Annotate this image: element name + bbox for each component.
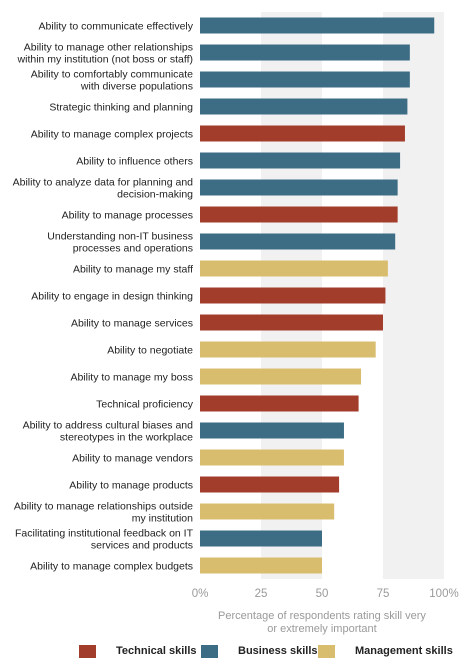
- category-label-line: Ability to communicate effectively: [39, 21, 194, 33]
- bar: [200, 125, 405, 142]
- category-label-line: Ability to analyze data for planning and: [13, 177, 194, 189]
- category-label: Ability to address cultural biases and st…: [23, 420, 194, 444]
- bar: [200, 71, 410, 88]
- category-label-line: Ability to engage in design thinking: [31, 291, 193, 303]
- category-label-line: Strategic thinking and planning: [49, 102, 193, 114]
- bar: [200, 152, 401, 169]
- category-label: Ability to comfortably communicate with d…: [31, 69, 193, 93]
- category-label-line: my institution: [132, 513, 193, 525]
- legend-label-business: Business skills: [238, 645, 318, 657]
- category-label-line: Ability to manage products: [69, 480, 193, 492]
- legend-item-management: Management skills: [318, 641, 453, 661]
- category-label-line: Ability to manage complex projects: [31, 129, 193, 141]
- bar: [200, 260, 388, 277]
- category-label-line: decision-making: [117, 189, 193, 201]
- category-label-line: Ability to manage my staff: [73, 264, 193, 276]
- grid-band: [383, 12, 444, 579]
- category-label: Ability to negotiate: [107, 345, 193, 357]
- category-label: Ability to manage my staff: [73, 264, 193, 276]
- category-label: Technical proficiency: [96, 399, 194, 411]
- bar: [200, 179, 398, 196]
- bar: [200, 44, 410, 61]
- category-label: Ability to manage vendors: [72, 453, 193, 465]
- legend-item-technical: Technical skills: [79, 641, 197, 661]
- bar: [200, 422, 344, 439]
- bar: [200, 206, 398, 223]
- category-label-line: Ability to manage vendors: [72, 453, 193, 465]
- bar: [200, 368, 362, 385]
- category-label-line: Ability to comfortably communicate: [31, 69, 193, 81]
- x-tick-label: 0%: [192, 588, 209, 600]
- category-label-line: Ability to influence others: [76, 156, 193, 168]
- bar: [200, 449, 344, 466]
- x-axis-title-line: or extremely important: [267, 623, 376, 635]
- legend: Technical skills Business skills Managem…: [0, 641, 474, 661]
- category-label-line: services and products: [91, 540, 193, 552]
- category-label: Strategic thinking and planning: [49, 102, 193, 114]
- category-label: Ability to influence others: [76, 156, 193, 168]
- legend-swatch-business: [201, 644, 218, 658]
- legend-label-technical: Technical skills: [116, 645, 197, 657]
- legend-swatch-technical: [79, 644, 96, 658]
- category-label: Ability to analyze data for planning and…: [13, 177, 194, 201]
- category-label-line: Ability to manage complex budgets: [30, 561, 193, 573]
- category-label: Ability to communicate effectively: [39, 21, 194, 33]
- category-label: Ability to manage complex budgets: [30, 561, 193, 573]
- category-label: Facilitating institutional feedback on I…: [15, 528, 194, 552]
- category-label-line: Ability to address cultural biases and: [23, 420, 194, 432]
- bar: [200, 314, 383, 331]
- bar: [200, 98, 408, 115]
- bar: [200, 287, 386, 304]
- category-label-line: Ability to manage other relationships: [24, 42, 193, 54]
- bar: [200, 476, 340, 493]
- bar-chart: Ability to communicate effectively Abilit…: [13, 12, 459, 635]
- category-label: Ability to manage services: [71, 318, 193, 330]
- category-label-line: Understanding non-IT business: [47, 231, 193, 243]
- category-label-line: Ability to manage my boss: [70, 372, 193, 384]
- x-tick-label: 75: [377, 588, 390, 600]
- category-label-line: with diverse populations: [80, 81, 193, 93]
- x-tick-label: 25: [255, 588, 268, 600]
- category-label-line: processes and operations: [73, 243, 193, 255]
- bar: [200, 503, 335, 520]
- bar: [200, 395, 359, 412]
- category-label: Understanding non-IT business processes a…: [47, 231, 193, 255]
- category-label-line: Facilitating institutional feedback on I…: [15, 528, 194, 540]
- category-label-line: Ability to manage relationships outside: [14, 501, 193, 513]
- category-label-line: within my institution (not boss or staff…: [17, 54, 193, 66]
- x-axis-title-line: Percentage of respondents rating skill v…: [218, 610, 426, 622]
- bar: [200, 557, 322, 574]
- bar: [200, 233, 396, 250]
- category-label-line: Ability to manage processes: [62, 210, 193, 222]
- category-label: Ability to engage in design thinking: [31, 291, 193, 303]
- bar: [200, 530, 322, 547]
- legend-swatch-management: [318, 644, 335, 658]
- bar: [200, 341, 376, 358]
- category-label-line: Ability to negotiate: [107, 345, 193, 357]
- x-tick-label: 50: [316, 588, 329, 600]
- category-label-line: Ability to manage services: [71, 318, 193, 330]
- category-label: Ability to manage complex projects: [31, 129, 193, 141]
- category-label: Ability to manage relationships outside m…: [14, 501, 193, 525]
- legend-label-management: Management skills: [355, 645, 453, 657]
- category-label: Ability to manage processes: [62, 210, 193, 222]
- category-label-line: Technical proficiency: [96, 399, 194, 411]
- category-label: Ability to manage other relationships wit…: [17, 42, 193, 66]
- bar: [200, 17, 435, 34]
- category-label-line: stereotypes in the workplace: [60, 432, 193, 444]
- legend-item-business: Business skills: [201, 641, 318, 661]
- x-axis-title: Percentage of respondents rating skill v…: [218, 610, 426, 635]
- category-label: Ability to manage products: [69, 480, 193, 492]
- category-label: Ability to manage my boss: [70, 372, 193, 384]
- x-tick-label: 100%: [429, 588, 458, 600]
